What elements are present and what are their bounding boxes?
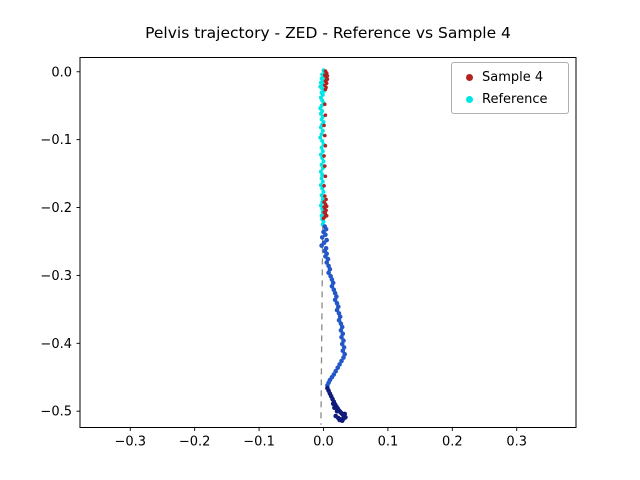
point-sample4 <box>323 102 327 107</box>
point-trajectory-mid <box>336 317 342 323</box>
chart-title: Pelvis trajectory - ZED - Reference vs S… <box>145 24 511 42</box>
point-sample4 <box>323 87 328 92</box>
point-reference <box>319 145 324 150</box>
x-tick-label: −0.2 <box>179 435 211 450</box>
point-reference <box>320 172 325 177</box>
point-reference <box>319 132 324 137</box>
point-reference <box>320 186 325 191</box>
point-sample4 <box>321 216 326 221</box>
point-trajectory-end <box>330 401 336 407</box>
point-reference <box>318 135 323 140</box>
reference-marker-icon <box>466 95 473 103</box>
point-trajectory-mid <box>332 297 338 303</box>
point-sample4 <box>322 123 326 128</box>
point-reference <box>318 111 323 116</box>
point-sample4 <box>323 133 327 138</box>
point-sample4 <box>322 184 326 188</box>
point-sample4 <box>323 209 328 214</box>
point-reference <box>320 128 325 133</box>
point-sample4 <box>323 194 327 198</box>
point-trajectory-mid <box>319 235 325 240</box>
point-reference <box>319 162 324 167</box>
point-reference <box>318 125 323 130</box>
point-sample4 <box>322 154 326 158</box>
legend-item-reference: Reference <box>462 91 558 107</box>
point-reference <box>318 203 323 208</box>
point-trajectory-mid <box>326 270 331 276</box>
legend: Sample 4 Reference <box>451 62 569 114</box>
point-trajectory-mid <box>329 284 335 289</box>
x-tick-label: 0.3 <box>506 435 527 450</box>
x-tick-label: 0.2 <box>442 435 463 450</box>
point-trajectory-end <box>334 408 340 414</box>
sample4-marker-icon <box>466 73 473 81</box>
point-trajectory-end <box>332 405 337 411</box>
point-trajectory-mid <box>340 348 346 354</box>
point-sample4 <box>324 78 328 83</box>
point-reference <box>320 179 325 184</box>
y-tick-label: −0.1 <box>40 133 72 148</box>
y-tick-label: −0.4 <box>40 337 72 352</box>
point-reference <box>320 139 325 143</box>
y-tick-label: 0.0 <box>51 65 72 80</box>
point-trajectory-mid <box>324 260 330 265</box>
point-reference <box>320 149 325 154</box>
y-tick-label: −0.5 <box>40 405 72 420</box>
point-reference <box>318 169 323 174</box>
point-sample4 <box>324 197 328 202</box>
point-trajectory-mid <box>341 355 346 360</box>
legend-label-sample4: Sample 4 <box>482 69 544 85</box>
point-reference <box>321 159 326 164</box>
y-tick-label: −0.3 <box>40 269 72 284</box>
point-trajectory-mid <box>319 243 324 248</box>
legend-label-reference: Reference <box>482 91 548 107</box>
legend-item-sample4: Sample 4 <box>462 69 558 85</box>
point-trajectory-mid <box>339 334 344 340</box>
point-trajectory-mid <box>334 307 340 313</box>
point-reference <box>319 213 324 218</box>
point-reference <box>320 196 325 201</box>
x-tick-label: 0.1 <box>378 435 399 450</box>
point-reference <box>318 152 323 157</box>
x-tick-label: −0.1 <box>243 435 275 450</box>
point-sample4 <box>323 113 328 117</box>
axes-frame <box>79 57 577 428</box>
point-trajectory-mid <box>337 362 342 367</box>
point-trajectory-end <box>339 418 345 424</box>
point-reference <box>321 189 326 194</box>
point-sample4 <box>325 74 330 78</box>
point-trajectory-end <box>333 413 339 419</box>
x-tick-label: −0.3 <box>114 435 146 450</box>
point-sample4 <box>323 164 327 168</box>
x-tick-label: 0.0 <box>313 435 334 450</box>
point-reference <box>319 176 324 181</box>
point-trajectory-mid <box>339 358 344 364</box>
point-sample4 <box>323 144 328 148</box>
point-reference <box>318 183 323 188</box>
point-trajectory-mid <box>323 232 328 237</box>
y-tick-label: −0.2 <box>40 201 72 216</box>
point-trajectory-mid <box>339 341 345 347</box>
point-sample4 <box>322 205 326 209</box>
point-trajectory-mid <box>338 328 344 333</box>
point-reference <box>320 92 325 97</box>
point-trajectory-mid <box>335 365 341 371</box>
point-trajectory-end <box>342 411 348 417</box>
point-reference <box>319 193 324 198</box>
point-sample4 <box>323 174 328 179</box>
reference-dashed-line <box>320 214 324 425</box>
